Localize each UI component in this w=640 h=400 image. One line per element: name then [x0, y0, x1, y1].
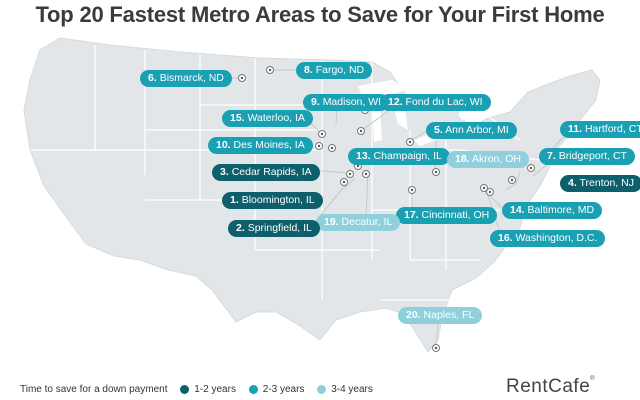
chart-title: Top 20 Fastest Metro Areas to Save for Y…: [35, 2, 605, 27]
city-label-naples: 20. Naples, FL: [398, 307, 483, 324]
marker-waterloo: [318, 130, 326, 138]
city-label-ann-arbor: 5. Ann Arbor, MI: [426, 122, 517, 139]
city-label-fond-du-lac: 12. Fond du Lac, WI: [380, 94, 491, 111]
city-label-bridgeport: 7. Bridgeport, CT: [539, 148, 635, 165]
marker-cedar-rapids: [328, 144, 336, 152]
legend-swatch-dark: [180, 385, 190, 394]
city-label-fargo: 8. Fargo, ND: [296, 62, 373, 79]
city-label-madison: 9. Madison, WI: [303, 94, 390, 111]
marker-decatur: [362, 170, 370, 178]
city-label-cincinnati: 17. Cincinnati, OH: [396, 207, 498, 224]
marker-baltimore: [480, 184, 488, 192]
city-label-des-moines: 10. Des Moines, IA: [208, 137, 313, 154]
city-label-hartford: 11. Hartford, CT: [560, 121, 640, 138]
marker-des-moines: [315, 142, 323, 150]
legend-label-1: 1-2 years: [194, 384, 236, 395]
marker-naples: [432, 344, 440, 352]
legend-label-3: 3-4 years: [331, 384, 373, 395]
marker-springfield: [340, 178, 348, 186]
marker-washington: [486, 188, 494, 196]
marker-bismarck: [238, 74, 246, 82]
legend-swatch-mid: [248, 385, 258, 394]
city-label-cedar-rapids: 3. Cedar Rapids, IA: [212, 164, 320, 181]
city-label-washington: 16. Washington, D.C.: [490, 230, 606, 247]
city-label-akron: 18. Akron, OH: [447, 151, 529, 168]
legend-label-2: 2-3 years: [262, 384, 305, 395]
city-label-bismarck: 6. Bismarck, ND: [140, 70, 232, 87]
marker-akron: [432, 168, 440, 176]
marker-ann-arbor: [406, 138, 414, 146]
city-label-champaign: 13. Champaign, IL: [348, 148, 450, 165]
city-label-waterloo: 15. Waterloo, IA: [222, 110, 313, 127]
legend: Time to save for a down payment 1-2 year…: [20, 384, 373, 395]
marker-madison: [357, 127, 365, 135]
marker-bridgeport: [527, 164, 535, 172]
marker-fargo: [266, 66, 274, 74]
rentcafe-logo: RentCafe®: [506, 376, 596, 397]
city-label-springfield: 2. Springfield, IL: [228, 220, 320, 237]
city-label-decatur: 19. Decatur, IL: [316, 214, 401, 231]
marker-cincinnati: [408, 186, 416, 194]
marker-trenton: [508, 176, 516, 184]
city-label-bloomington: 1. Bloomington, IL: [222, 192, 323, 209]
legend-swatch-light: [317, 385, 327, 394]
city-label-trenton: 4. Trenton, NJ: [560, 175, 640, 192]
city-label-baltimore: 14. Baltimore, MD: [502, 202, 603, 219]
marker-bloomington: [346, 170, 354, 178]
legend-title: Time to save for a down payment: [20, 384, 168, 395]
